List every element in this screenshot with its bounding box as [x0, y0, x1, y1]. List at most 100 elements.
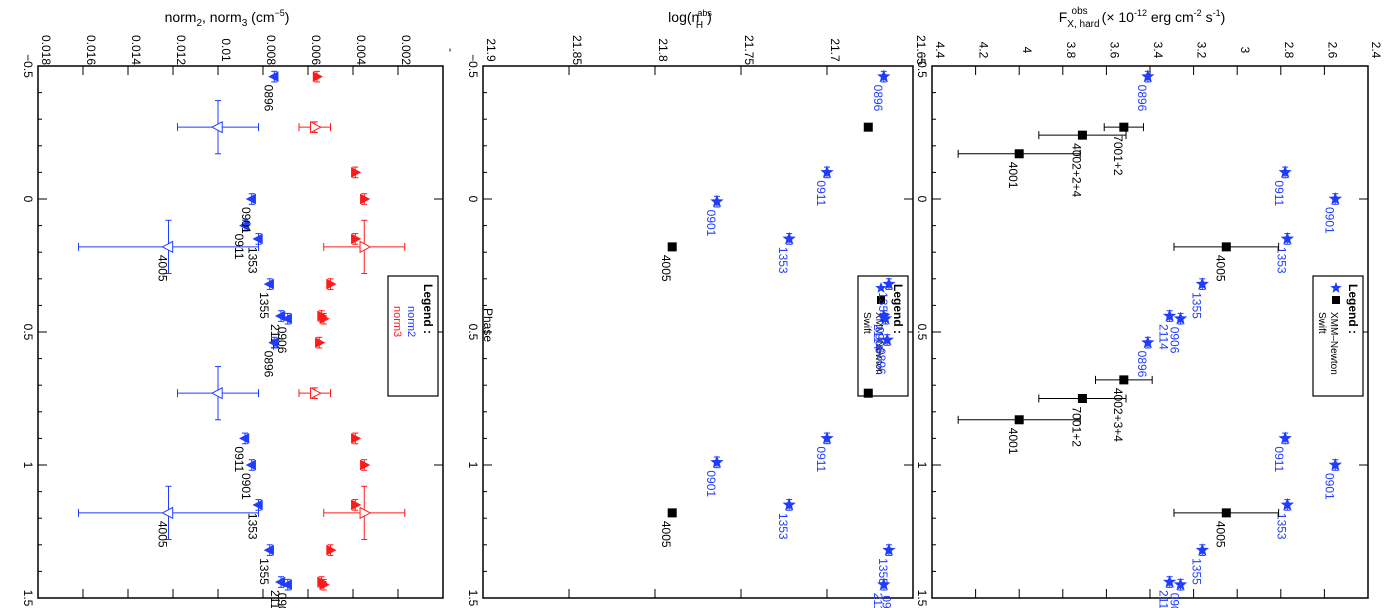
data-point-triangle-down: [315, 337, 326, 349]
data-point-star: [1195, 277, 1209, 290]
data-point-triangle-down: [326, 278, 337, 290]
data-label: 4001: [1006, 428, 1020, 455]
data-label: 4001: [1006, 162, 1020, 189]
data-point-triangle: [239, 220, 250, 231]
data-point-star: [1173, 577, 1188, 591]
plot-frame-1: [482, 65, 914, 599]
data-point-triangle: [281, 313, 292, 325]
data-point-triangle-down: [326, 544, 337, 556]
data-point-triangle-open: [161, 506, 174, 520]
data-point-square: [667, 242, 677, 252]
data-label: 0911: [1272, 180, 1286, 206]
data-label: 0906: [275, 593, 289, 608]
data-point-triangle-down: [351, 433, 362, 444]
legend-entry: XMM–Newton: [873, 312, 884, 375]
value-tick-label: 3: [1238, 47, 1252, 54]
panel-norms-ylabel: norm2, norm3 (cm−5): [165, 8, 290, 29]
data-label: 0911: [1272, 446, 1286, 472]
data-label: 1355: [1189, 292, 1203, 319]
legend-star-marker: [1330, 282, 1342, 293]
data-point-triangle-open: [210, 386, 223, 400]
value-tick-label: 21.9: [484, 38, 498, 62]
data-point-star: [882, 543, 896, 556]
data-point-star: [820, 165, 834, 179]
data-point-triangle-down: [351, 167, 362, 178]
data-point-star: [1195, 543, 1209, 556]
value-tick-label: 0.018: [39, 35, 53, 65]
data-point-star: [1141, 69, 1155, 83]
data-label: 0906: [1168, 593, 1182, 608]
data-label: 0901: [239, 207, 253, 234]
panel-hard-flux: FX, hardobs (× 10-12 erg cm-2 s-1) 2.4 2.6…: [915, 6, 1383, 608]
data-label: 7001+2: [1069, 407, 1083, 448]
legend-title: Legend :: [421, 284, 435, 334]
data-label: 4005: [156, 255, 170, 282]
data-point-star: [1141, 335, 1155, 349]
data-point-triangle-down: [351, 233, 362, 245]
data-point-triangle-open: [210, 120, 223, 134]
data-point-triangle: [245, 193, 256, 205]
data-label: 0901: [704, 210, 718, 237]
data-label: 1355: [257, 558, 271, 585]
data-point-star: [1278, 165, 1292, 179]
value-tick-label: 3.6: [1107, 42, 1121, 59]
data-point-triangle-open: [161, 240, 174, 254]
value-tick-label: 0.012: [174, 35, 188, 65]
value-tick-label: 21.85: [570, 35, 584, 65]
data-label: 1355: [1189, 558, 1203, 585]
value-tick-label: 2.4: [1369, 42, 1383, 59]
data-point-square: [1014, 415, 1024, 425]
value-tick-label: 0.016: [84, 35, 98, 65]
data-point-star: [878, 311, 893, 325]
phase-tick-label: 1: [466, 462, 480, 469]
legend-entry: XMM–Newton: [1328, 312, 1339, 375]
value-tick-label: 0.004: [354, 35, 368, 65]
data-label: 4002+2+4: [1069, 143, 1083, 197]
data-label: 0896: [1135, 351, 1149, 378]
data-point-star: [877, 309, 891, 322]
value-tick-label: 2.8: [1282, 42, 1296, 59]
data-label: 4005: [1213, 255, 1227, 282]
data-point-triangle: [252, 233, 263, 245]
data-point-triangle: [268, 71, 279, 83]
legend-title: Legend :: [891, 284, 905, 334]
phase-tick-label: 1: [915, 462, 929, 469]
legend-entry: norm2: [405, 306, 417, 337]
data-point-triangle-down: [360, 193, 371, 205]
data-point-star: [820, 431, 834, 445]
data-label: 1355: [876, 292, 890, 319]
value-tick-label: 4: [1020, 47, 1034, 54]
data-label: 4005: [156, 521, 170, 548]
value-tick-label: 4.2: [977, 42, 991, 59]
phase-tick-label: 0: [466, 196, 480, 203]
data-label: 0896: [871, 85, 885, 112]
data-label: 2114: [268, 590, 282, 608]
data-label: 0911: [232, 446, 246, 472]
plot-frame-0: [931, 65, 1369, 599]
value-tick-label: 0.006: [309, 35, 323, 65]
data-point-square: [1221, 242, 1231, 252]
data-point-star: [1278, 431, 1292, 445]
data-label: 0896: [874, 348, 888, 375]
data-point-triangle: [239, 433, 250, 444]
data-point-star: [782, 497, 796, 511]
data-point-square: [1077, 394, 1087, 403]
data-point-star: [877, 577, 891, 591]
phase-tick-label: 0.5: [21, 324, 35, 341]
data-point-square: [1119, 375, 1129, 385]
data-point-triangle: [263, 278, 274, 290]
data-label: 1353: [246, 513, 260, 540]
legend-square-marker: [1332, 296, 1340, 304]
legend-star-marker: [875, 282, 887, 293]
legend-entry: Swift: [1316, 312, 1327, 334]
data-point-star: [882, 277, 896, 290]
data-point-star: [1328, 192, 1342, 205]
data-point-triangle: [281, 579, 292, 591]
data-label: 4005: [1213, 521, 1227, 548]
data-label: 7001+2: [1111, 135, 1125, 176]
phase-tick-label: 1: [21, 462, 35, 469]
plot-frame-2: [37, 65, 444, 599]
data-label: 1353: [246, 247, 260, 274]
phase-tick-label: 0.5: [915, 324, 929, 341]
